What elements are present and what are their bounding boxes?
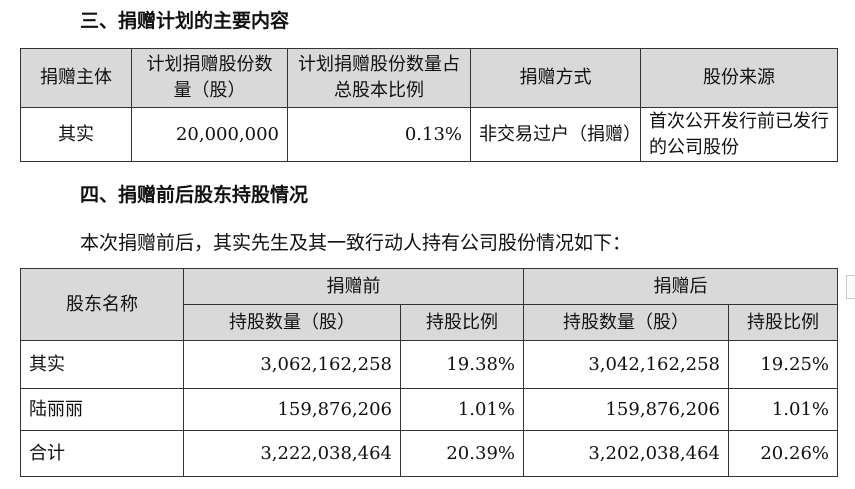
sub-ratio-after: 持股比例 bbox=[728, 304, 838, 341]
table-header-row: 捐赠主体 计划捐赠股份数量（股） 计划捐赠股份数量占总股本比例 捐赠方式 股份来… bbox=[20, 48, 838, 108]
sub-shares-before: 持股数量（股） bbox=[183, 304, 401, 341]
shareholding-table: 股东名称 捐赠前 捐赠后 持股数量（股） 持股比例 持股数量（股） 持股比例 其… bbox=[20, 268, 838, 477]
header-after: 捐赠后 bbox=[523, 268, 838, 305]
cell-method: 非交易过户（捐赠） bbox=[470, 107, 641, 162]
cell-name: 合计 bbox=[20, 430, 184, 477]
cell-name: 其实 bbox=[20, 340, 184, 389]
cell-shares-after: 159,876,206 bbox=[523, 388, 729, 431]
cell-ratio-before: 19.38% bbox=[400, 340, 524, 389]
header-name: 股东名称 bbox=[20, 268, 184, 341]
side-handle-icon bbox=[846, 275, 855, 299]
cell-name: 陆丽丽 bbox=[20, 388, 184, 431]
cell-shares-after: 3,042,162,258 bbox=[523, 340, 729, 389]
section4-intro: 本次捐赠前后，其实先生及其一致行动人持有公司股份情况如下： bbox=[80, 232, 632, 254]
table-subheader-row: 持股数量（股） 持股比例 持股数量（股） 持股比例 bbox=[20, 304, 838, 341]
cell-ratio-after: 20.26% bbox=[728, 430, 838, 477]
header-shares: 计划捐赠股份数量（股） bbox=[131, 48, 288, 108]
header-donor: 捐赠主体 bbox=[20, 48, 132, 108]
cell-donor: 其实 bbox=[20, 107, 132, 162]
sub-ratio-before: 持股比例 bbox=[400, 304, 524, 341]
cell-ratio-after: 19.25% bbox=[728, 340, 838, 389]
table-row: 合计 3,222,038,464 20.39% 3,202,038,464 20… bbox=[20, 430, 838, 477]
section3-title: 三、捐赠计划的主要内容 bbox=[80, 10, 290, 32]
donation-plan-table: 捐赠主体 计划捐赠股份数量（股） 计划捐赠股份数量占总股本比例 捐赠方式 股份来… bbox=[20, 48, 838, 162]
table-row: 陆丽丽 159,876,206 1.01% 159,876,206 1.01% bbox=[20, 388, 838, 431]
header-method: 捐赠方式 bbox=[470, 48, 641, 108]
cell-ratio-before: 20.39% bbox=[400, 430, 524, 477]
cell-shares: 20,000,000 bbox=[131, 107, 288, 162]
cell-shares-before: 159,876,206 bbox=[183, 388, 401, 431]
header-source: 股份来源 bbox=[640, 48, 838, 108]
cell-ratio: 0.13% bbox=[287, 107, 471, 162]
cell-ratio-before: 1.01% bbox=[400, 388, 524, 431]
sub-shares-after: 持股数量（股） bbox=[523, 304, 729, 341]
table-row: 其实 20,000,000 0.13% 非交易过户（捐赠） 首次公开发行前已发行… bbox=[20, 107, 838, 162]
cell-shares-after: 3,202,038,464 bbox=[523, 430, 729, 477]
header-before: 捐赠前 bbox=[183, 268, 524, 305]
cell-shares-before: 3,062,162,258 bbox=[183, 340, 401, 389]
table-header-row: 股东名称 捐赠前 捐赠后 bbox=[20, 268, 838, 341]
cell-source: 首次公开发行前已发行的公司股份 bbox=[640, 107, 838, 162]
header-ratio: 计划捐赠股份数量占总股本比例 bbox=[287, 48, 471, 108]
section4-title: 四、捐赠前后股东持股情况 bbox=[80, 184, 309, 206]
cell-shares-before: 3,222,038,464 bbox=[183, 430, 401, 477]
cell-ratio-after: 1.01% bbox=[728, 388, 838, 431]
table-row: 其实 3,062,162,258 19.38% 3,042,162,258 19… bbox=[20, 340, 838, 389]
